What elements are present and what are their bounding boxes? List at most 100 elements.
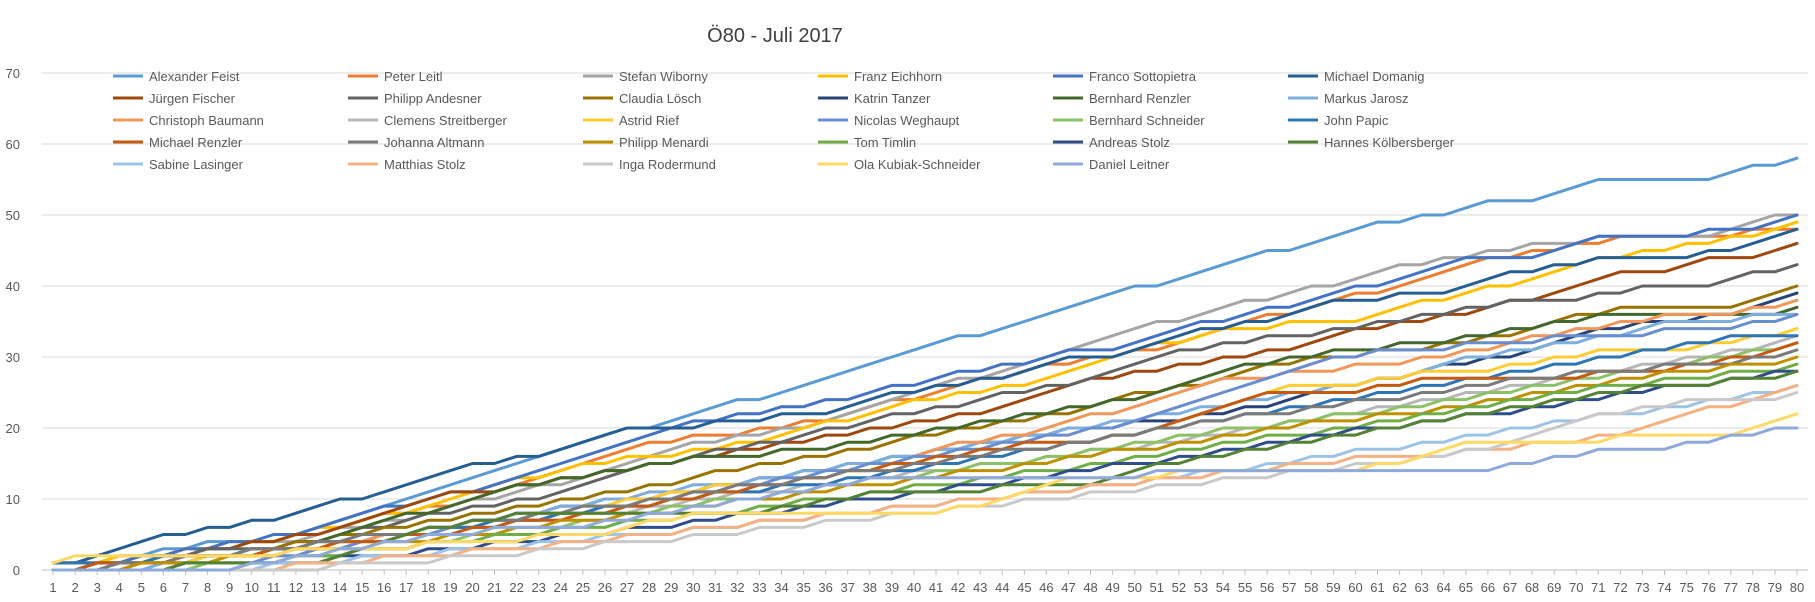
x-tick-label: 49 <box>1105 580 1119 595</box>
x-tick-label: 60 <box>1348 580 1362 595</box>
legend-label: Michael Renzler <box>149 135 243 150</box>
legend-label: Ola Kubiak-Schneider <box>854 157 981 172</box>
x-tick-label: 23 <box>531 580 545 595</box>
y-tick-label: 10 <box>6 492 20 507</box>
x-tick-label: 26 <box>598 580 612 595</box>
x-tick-label: 35 <box>796 580 810 595</box>
x-tick-label: 25 <box>576 580 590 595</box>
x-tick-label: 19 <box>443 580 457 595</box>
y-tick-label: 50 <box>6 208 20 223</box>
chart-title: Ö80 - Juli 2017 <box>707 25 843 47</box>
x-tick-label: 51 <box>1150 580 1164 595</box>
x-tick-label: 15 <box>355 580 369 595</box>
x-tick-label: 56 <box>1260 580 1274 595</box>
x-tick-label: 13 <box>311 580 325 595</box>
x-tick-label: 44 <box>995 580 1009 595</box>
legend-label: Matthias Stolz <box>384 157 466 172</box>
x-tick-label: 14 <box>333 580 347 595</box>
x-tick-label: 64 <box>1437 580 1451 595</box>
legend-label: Bernhard Renzler <box>1089 91 1192 106</box>
x-tick-label: 63 <box>1414 580 1428 595</box>
x-tick-label: 79 <box>1768 580 1782 595</box>
x-axis-ticks: 1 2 3 4 5 6 7 8 9 10 11 12 13 14 15 16 17 18 19 20 21 22 23 24 2… <box>49 570 1804 595</box>
x-tick-label: 80 <box>1790 580 1804 595</box>
x-tick-label: 75 <box>1679 580 1693 595</box>
legend-label: Philipp Menardi <box>619 135 709 150</box>
legend-label: Franco Sottopietra <box>1089 69 1197 84</box>
series-line-4 <box>51 213 1799 572</box>
legend-label: Katrin Tanzer <box>854 91 931 106</box>
x-tick-label: 72 <box>1613 580 1627 595</box>
x-tick-label: 59 <box>1326 580 1340 595</box>
legend-label: Andreas Stolz <box>1089 135 1170 150</box>
x-tick-label: 78 <box>1746 580 1760 595</box>
legend-label: Inga Rodermund <box>619 157 716 172</box>
y-tick-label: 70 <box>6 66 20 81</box>
x-tick-label: 29 <box>664 580 678 595</box>
legend-label: Franz Eichhorn <box>854 69 942 84</box>
x-tick-label: 57 <box>1282 580 1296 595</box>
x-tick-label: 10 <box>244 580 258 595</box>
legend-label: Stefan Wiborny <box>619 69 708 84</box>
x-tick-label: 12 <box>289 580 303 595</box>
y-tick-label: 60 <box>6 137 20 152</box>
x-tick-label: 21 <box>487 580 501 595</box>
x-tick-label: 61 <box>1370 580 1384 595</box>
x-tick-label: 71 <box>1591 580 1605 595</box>
x-tick-label: 74 <box>1657 580 1671 595</box>
legend-label: Alexander Feist <box>149 69 240 84</box>
legend: Alexander Feist Peter Leitl Stefan Wiborny… <box>113 69 1455 172</box>
x-tick-label: 17 <box>399 580 413 595</box>
x-tick-label: 8 <box>204 580 211 595</box>
x-tick-label: 33 <box>752 580 766 595</box>
x-tick-label: 20 <box>465 580 479 595</box>
series-line-28 <box>51 426 1799 572</box>
x-tick-label: 53 <box>1194 580 1208 595</box>
legend-label: Astrid Rief <box>619 113 679 128</box>
series-lines <box>51 156 1799 572</box>
legend-label: Nicolas Weghaupt <box>854 113 960 128</box>
x-tick-label: 70 <box>1569 580 1583 595</box>
y-tick-label: 30 <box>6 350 20 365</box>
legend-label: Claudia Lösch <box>619 91 701 106</box>
x-tick-label: 42 <box>951 580 965 595</box>
x-tick-label: 66 <box>1481 580 1495 595</box>
x-tick-label: 47 <box>1061 580 1075 595</box>
legend-label: Jürgen Fischer <box>149 91 236 106</box>
y-tick-label: 0 <box>13 563 20 578</box>
x-tick-label: 48 <box>1083 580 1097 595</box>
y-axis-ticks: 0 10 20 30 40 50 60 70 <box>6 66 20 578</box>
x-tick-label: 11 <box>267 580 281 595</box>
legend-label: Philipp Andesner <box>384 91 482 106</box>
x-tick-label: 68 <box>1525 580 1539 595</box>
x-tick-label: 27 <box>620 580 634 595</box>
x-tick-label: 22 <box>509 580 523 595</box>
legend-label: Hannes Kölbersberger <box>1324 135 1455 150</box>
x-tick-label: 65 <box>1459 580 1473 595</box>
legend-label: Tom Timlin <box>854 135 916 150</box>
legend-label: Bernhard Schneider <box>1089 113 1205 128</box>
x-tick-label: 32 <box>730 580 744 595</box>
x-tick-label: 67 <box>1503 580 1517 595</box>
x-tick-label: 50 <box>1127 580 1141 595</box>
series-line-19 <box>51 348 1799 572</box>
legend-label: John Papic <box>1324 113 1389 128</box>
legend-label: Christoph Baumann <box>149 113 264 128</box>
x-tick-label: 18 <box>421 580 435 595</box>
x-tick-label: 30 <box>686 580 700 595</box>
legend-label: Markus Jarosz <box>1324 91 1409 106</box>
x-tick-label: 73 <box>1635 580 1649 595</box>
x-tick-label: 2 <box>71 580 78 595</box>
x-tick-label: 54 <box>1216 580 1230 595</box>
x-tick-label: 4 <box>116 580 123 595</box>
y-tick-label: 40 <box>6 279 20 294</box>
legend-label: Clemens Streitberger <box>384 113 507 128</box>
x-tick-label: 62 <box>1392 580 1406 595</box>
x-tick-label: 46 <box>1039 580 1053 595</box>
x-tick-label: 28 <box>642 580 656 595</box>
legend-label: Peter Leitl <box>384 69 443 84</box>
x-tick-label: 55 <box>1238 580 1252 595</box>
x-tick-label: 36 <box>818 580 832 595</box>
